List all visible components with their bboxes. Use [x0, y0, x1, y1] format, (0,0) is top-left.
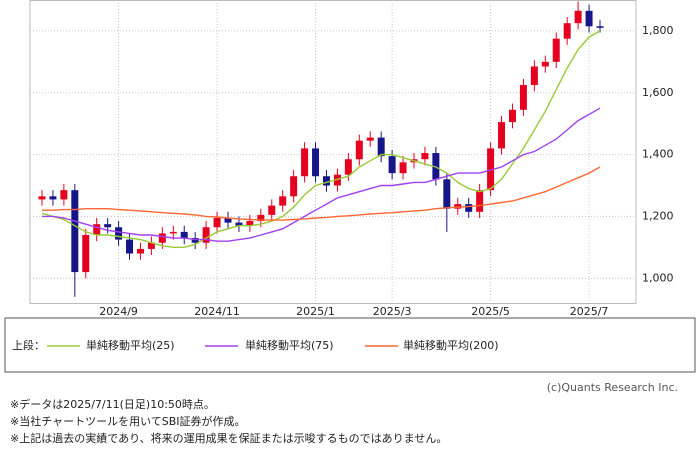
- candle-body: [443, 179, 451, 209]
- candle-body: [38, 196, 46, 200]
- candle-body: [421, 153, 429, 160]
- candle-body: [202, 227, 210, 243]
- x-tick-label: 2025/7: [570, 305, 609, 318]
- x-tick-label: 2024/11: [194, 305, 240, 318]
- candle-body: [147, 242, 155, 249]
- x-tick-label: 2024/9: [99, 305, 138, 318]
- y-tick-label: 1,000: [642, 271, 674, 284]
- note: ※当社チャートツールを用いてSBI証券が作成。: [10, 414, 246, 428]
- candle-body: [585, 10, 593, 27]
- candle-body: [180, 231, 188, 239]
- candle-body: [158, 233, 166, 243]
- candle-body: [235, 222, 243, 226]
- candle-body: [279, 196, 287, 206]
- ma-line: [42, 107, 601, 242]
- legend-label: 単純移動平均(200): [403, 338, 499, 352]
- ma-line: [41, 30, 601, 248]
- candle-body: [519, 85, 527, 110]
- candle-body: [104, 224, 112, 228]
- candle-body: [93, 224, 101, 235]
- note: ※上記は過去の実績であり、将来の運用成果を保証または示唆するものではありません。: [10, 431, 447, 445]
- candle-body: [563, 23, 571, 39]
- candle-body: [487, 148, 495, 191]
- candle-body: [312, 148, 320, 177]
- candle-body: [465, 204, 473, 212]
- candle-body: [126, 239, 134, 254]
- candle-body: [136, 248, 144, 254]
- candle-body: [344, 159, 352, 175]
- candle-body: [476, 190, 484, 212]
- y-tick-label: 1,400: [642, 148, 674, 161]
- candle-body: [257, 214, 265, 222]
- plot-frame: [29, 0, 637, 304]
- legend-label: 単純移動平均(75): [245, 338, 334, 352]
- x-tick-label: 2025/3: [373, 305, 412, 318]
- y-tick-label: 1,800: [642, 24, 674, 37]
- copyright: (c)Quants Research Inc.: [547, 381, 678, 394]
- candle-body: [268, 205, 276, 215]
- candle-body: [366, 137, 374, 141]
- candle-body: [355, 140, 363, 160]
- candle-body: [508, 109, 516, 123]
- candle-body: [224, 217, 232, 223]
- candle-body: [596, 26, 604, 28]
- legend-title: 上段：: [12, 338, 45, 352]
- x-tick-label: 2025/5: [471, 305, 510, 318]
- candle-body: [399, 162, 407, 174]
- candle-body: [82, 234, 90, 273]
- candle-body: [333, 174, 341, 186]
- candle-body: [552, 38, 560, 62]
- y-tick-label: 1,200: [642, 209, 674, 222]
- candle-body: [290, 176, 298, 197]
- candle-body: [213, 217, 221, 228]
- candle-body: [322, 176, 330, 186]
- legend-label: 単純移動平均(25): [86, 338, 175, 352]
- y-tick-label: 1,600: [642, 86, 674, 99]
- ma-line: [42, 166, 601, 221]
- candle-body: [388, 156, 396, 174]
- x-tick-label: 2025/1: [296, 305, 335, 318]
- candle-body: [530, 66, 538, 86]
- candle-body: [377, 137, 385, 157]
- candle-body: [246, 221, 254, 226]
- candle-body: [498, 122, 506, 149]
- candle-body: [115, 227, 123, 240]
- candle-body: [169, 231, 177, 234]
- candle-body: [574, 10, 582, 24]
- candle-body: [454, 204, 462, 209]
- candle-body: [541, 61, 549, 67]
- candle-body: [71, 190, 79, 273]
- candle-body: [191, 238, 199, 243]
- note: ※データは2025/7/11(日足)10:50時点。: [10, 397, 215, 411]
- legend-box: [4, 317, 696, 373]
- candle-body: [301, 148, 309, 177]
- candle-body: [60, 190, 68, 200]
- candle-body: [49, 196, 57, 200]
- candle-body: [432, 153, 440, 180]
